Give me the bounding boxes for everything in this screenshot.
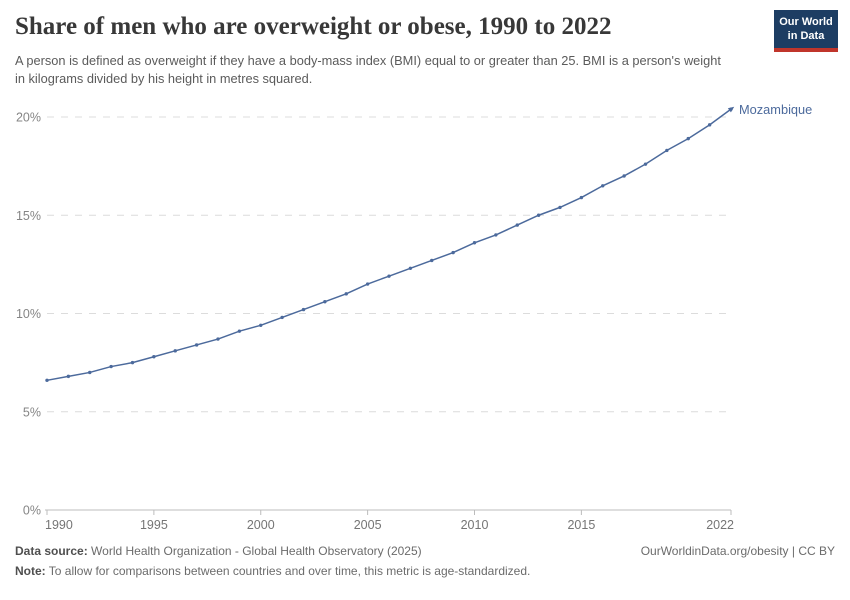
- owid-cc-link[interactable]: OurWorldinData.org/obesity | CC BY: [640, 544, 835, 558]
- data-point-2012: [515, 223, 519, 227]
- x-tick-label-2022: 2022: [706, 518, 734, 532]
- data-point-2018: [643, 162, 648, 166]
- data-point-1999: [237, 329, 242, 333]
- data-point-1993: [109, 364, 113, 369]
- data-point-1992: [88, 370, 92, 375]
- y-tick-label-20: 20%: [16, 111, 41, 125]
- y-tick-label-0: 0%: [23, 504, 41, 518]
- owid-logo-line1: Our World: [779, 16, 833, 28]
- x-tick-label-1990: 1990: [45, 518, 73, 532]
- data-point-2005: [365, 282, 370, 286]
- data-point-2003: [323, 300, 327, 304]
- chart-svg: 0% 5% 10% 15% 20% 1990 1995 2000 2005 2010 2015 202…: [16, 102, 812, 532]
- data-point-2007: [408, 266, 413, 271]
- x-tick-label-2000: 2000: [247, 518, 275, 532]
- x-tick-label-2005: 2005: [354, 518, 382, 532]
- data-point-2010: [472, 241, 477, 245]
- data-point-2020: [686, 136, 690, 141]
- data-source-label: Data source:: [15, 544, 88, 558]
- data-source-text: Data source: World Health Organization -…: [15, 543, 422, 559]
- note-label: Note:: [15, 564, 46, 579]
- data-point-1996: [173, 349, 177, 353]
- owid-logo[interactable]: Our World in Data: [774, 10, 838, 52]
- data-point-2014: [558, 205, 562, 210]
- data-point-2001: [280, 315, 284, 320]
- data-point-2019: [665, 148, 669, 153]
- data-point-1998: [216, 337, 220, 341]
- data-point-2008: [430, 258, 434, 263]
- y-tick-label-15: 15%: [16, 209, 41, 223]
- data-point-2009: [451, 250, 455, 255]
- data-point-2016: [601, 184, 605, 188]
- data-point-2021: [707, 123, 712, 127]
- data-point-2004: [344, 292, 348, 296]
- data-point-2015: [579, 195, 584, 200]
- data-source-value: World Health Organization - Global Healt…: [87, 544, 422, 558]
- chart-footer: Data source: World Health Organization -…: [15, 543, 835, 579]
- y-tick-label-10: 10%: [16, 307, 41, 321]
- data-point-2006: [387, 274, 391, 278]
- data-point-2000: [259, 323, 263, 327]
- chart-subtitle: A person is defined as overweight if the…: [15, 53, 721, 87]
- note-text: Note: To allow for comparisons between c…: [15, 564, 530, 578]
- note-value: To allow for comparisons between countri…: [45, 564, 531, 579]
- data-point-1997: [194, 343, 199, 347]
- data-point-1994: [130, 360, 135, 365]
- x-tick-label-2010: 2010: [461, 518, 489, 532]
- data-point-2002: [301, 307, 306, 312]
- data-point-2017: [622, 174, 626, 178]
- x-tick-label-2015: 2015: [567, 518, 595, 532]
- line-chart: 0% 5% 10% 15% 20% 1990 1995 2000 2005 2010 2015 202…: [0, 95, 850, 540]
- series-label-mozambique[interactable]: Mozambique: [739, 102, 812, 117]
- owid-logo-line2: in Data: [787, 30, 825, 43]
- data-point-2013: [536, 213, 541, 217]
- data-point-1995: [152, 355, 156, 359]
- data-point-2011: [494, 233, 498, 237]
- data-point-1990: [45, 378, 49, 383]
- page-title: Share of men who are overweight or obese…: [15, 13, 612, 40]
- data-point-1991: [66, 374, 71, 379]
- series-end-arrow: [727, 106, 735, 113]
- chart-header: Share of men who are overweight or obese…: [0, 0, 850, 95]
- series-line-mozambique[interactable]: [46, 108, 732, 382]
- y-tick-label-5: 5%: [23, 405, 41, 419]
- x-tick-label-1995: 1995: [140, 518, 168, 532]
